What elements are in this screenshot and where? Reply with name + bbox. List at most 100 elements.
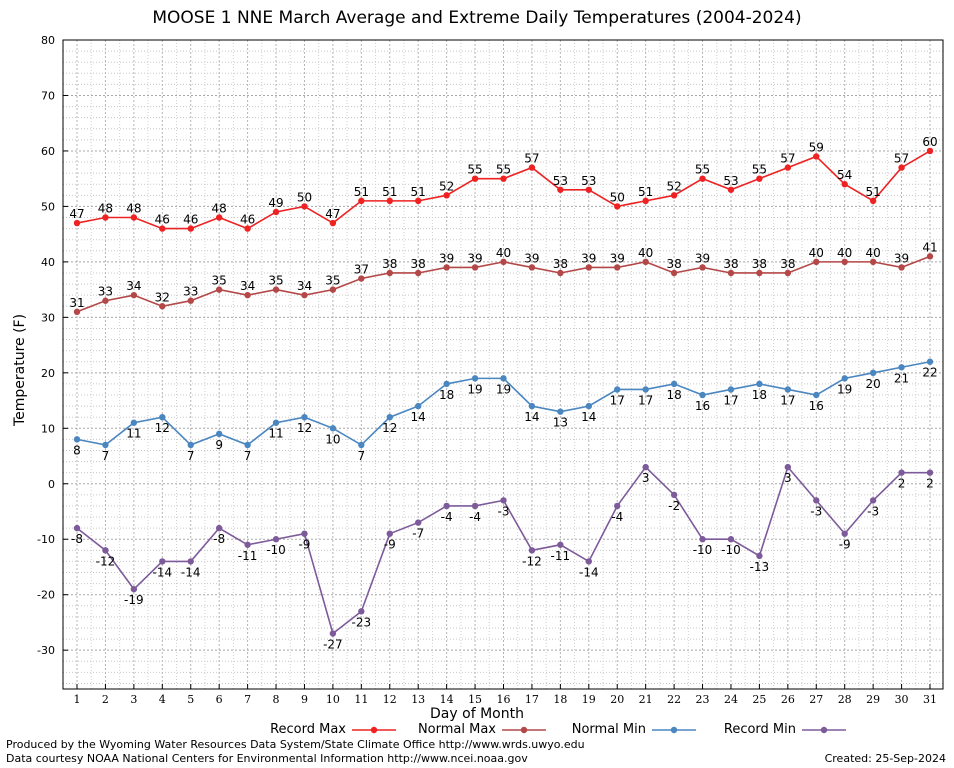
data-point-record-max (73, 219, 81, 227)
data-label-normal-max: 39 (524, 251, 539, 265)
x-tick-label: 12 (383, 693, 397, 706)
data-point-record-min (841, 530, 848, 537)
data-point-normal-min (415, 402, 422, 410)
data-label-record-min: -23 (352, 615, 372, 629)
data-point-record-min (386, 530, 393, 537)
data-label-normal-max: 35 (268, 274, 283, 288)
data-label-normal-max: 39 (695, 251, 710, 265)
data-label-record-max: 51 (638, 185, 653, 199)
data-point-record-min (756, 552, 763, 560)
data-point-normal-min (528, 402, 536, 410)
data-point-normal-max (73, 308, 81, 316)
data-point-normal-min (73, 436, 81, 443)
data-label-normal-max: 34 (297, 279, 312, 293)
data-label-record-max: 51 (354, 185, 369, 199)
data-label-normal-min: 18 (752, 388, 767, 402)
data-label-record-min: -10 (266, 543, 286, 557)
data-label-record-max: 55 (496, 163, 511, 177)
y-tick-label: 0 (48, 478, 55, 491)
data-label-record-max: 50 (610, 190, 625, 204)
x-tick-label: 22 (667, 693, 681, 706)
data-point-normal-min (102, 441, 109, 449)
data-label-record-min: -8 (71, 532, 83, 546)
data-label-normal-max: 31 (69, 296, 84, 310)
data-label-normal-min: 13 (553, 416, 568, 430)
data-label-normal-min: 20 (865, 377, 880, 391)
data-point-normal-max (471, 264, 479, 271)
data-label-normal-max: 40 (837, 246, 852, 260)
data-point-record-max (301, 203, 308, 210)
data-label-normal-max: 38 (382, 257, 397, 271)
x-tick-label: 23 (696, 693, 710, 706)
data-label-normal-min: 12 (382, 421, 397, 435)
data-point-normal-min (557, 408, 564, 415)
data-point-record-min (557, 541, 564, 548)
data-point-normal-min (784, 386, 792, 393)
data-point-normal-min (187, 441, 194, 449)
data-label-record-min: -3 (498, 504, 510, 518)
data-point-record-min (358, 608, 365, 615)
data-point-record-min (415, 519, 422, 526)
x-tick-label: 11 (354, 693, 368, 706)
data-label-record-min: 2 (898, 477, 906, 491)
data-label-record-max: 48 (126, 202, 141, 216)
data-point-normal-max (756, 269, 763, 277)
x-tick-label: 3 (130, 693, 137, 706)
data-label-normal-max: 35 (325, 274, 340, 288)
x-tick-label: 1 (74, 693, 81, 706)
x-tick-label: 28 (838, 693, 852, 706)
data-point-record-max (670, 192, 678, 199)
data-point-record-min (102, 547, 109, 554)
x-tick-label: 24 (724, 693, 738, 706)
data-point-record-max (585, 186, 592, 193)
y-tick-label: 50 (41, 200, 55, 213)
y-tick-label: -20 (37, 589, 55, 602)
data-label-record-min: -9 (839, 538, 851, 552)
data-label-record-max: 52 (666, 179, 681, 193)
data-point-record-max (500, 175, 507, 182)
data-point-normal-max (813, 258, 820, 266)
y-tick-label: 40 (41, 256, 55, 269)
data-point-record-max (813, 153, 820, 160)
x-tick-label: 5 (187, 693, 194, 706)
data-point-record-min (329, 630, 337, 637)
x-tick-label: 25 (752, 693, 766, 706)
data-label-normal-max: 39 (439, 251, 454, 265)
data-point-record-min (272, 536, 280, 543)
data-point-normal-min (301, 413, 308, 421)
data-point-record-min (898, 469, 905, 476)
data-label-record-max: 46 (240, 213, 255, 227)
data-point-record-max (272, 208, 280, 216)
data-point-normal-min (358, 441, 365, 449)
data-point-record-max (926, 147, 934, 155)
data-label-normal-max: 38 (553, 257, 568, 271)
data-point-record-min (244, 541, 251, 548)
data-point-record-min (699, 536, 706, 543)
data-label-record-min: -9 (384, 538, 396, 552)
data-point-normal-min (272, 419, 280, 426)
data-point-record-max (614, 203, 621, 210)
data-label-record-max: 51 (865, 185, 880, 199)
legend-label-normal-max: Normal Max (417, 722, 496, 737)
data-point-record-min (727, 536, 735, 543)
data-point-record-max (784, 164, 792, 171)
y-axis-label: Temperature (F) (12, 313, 28, 427)
data-label-normal-max: 32 (155, 290, 170, 304)
data-label-record-max: 47 (325, 207, 340, 221)
data-label-record-min: -12 (522, 554, 542, 568)
data-point-record-max (642, 197, 649, 205)
data-label-normal-max: 34 (240, 279, 255, 293)
data-label-normal-max: 40 (865, 246, 880, 260)
data-label-normal-min: 16 (695, 399, 710, 413)
data-point-record-min (500, 497, 507, 504)
data-label-normal-max: 33 (98, 285, 113, 299)
data-label-record-min: -27 (323, 638, 343, 652)
data-point-record-min (642, 463, 649, 471)
data-point-normal-max (869, 258, 877, 266)
data-label-normal-min: 19 (467, 382, 482, 396)
data-label-normal-max: 35 (212, 274, 227, 288)
data-point-record-max (130, 214, 138, 221)
data-label-record-max: 52 (439, 179, 454, 193)
data-point-normal-min (841, 375, 848, 382)
